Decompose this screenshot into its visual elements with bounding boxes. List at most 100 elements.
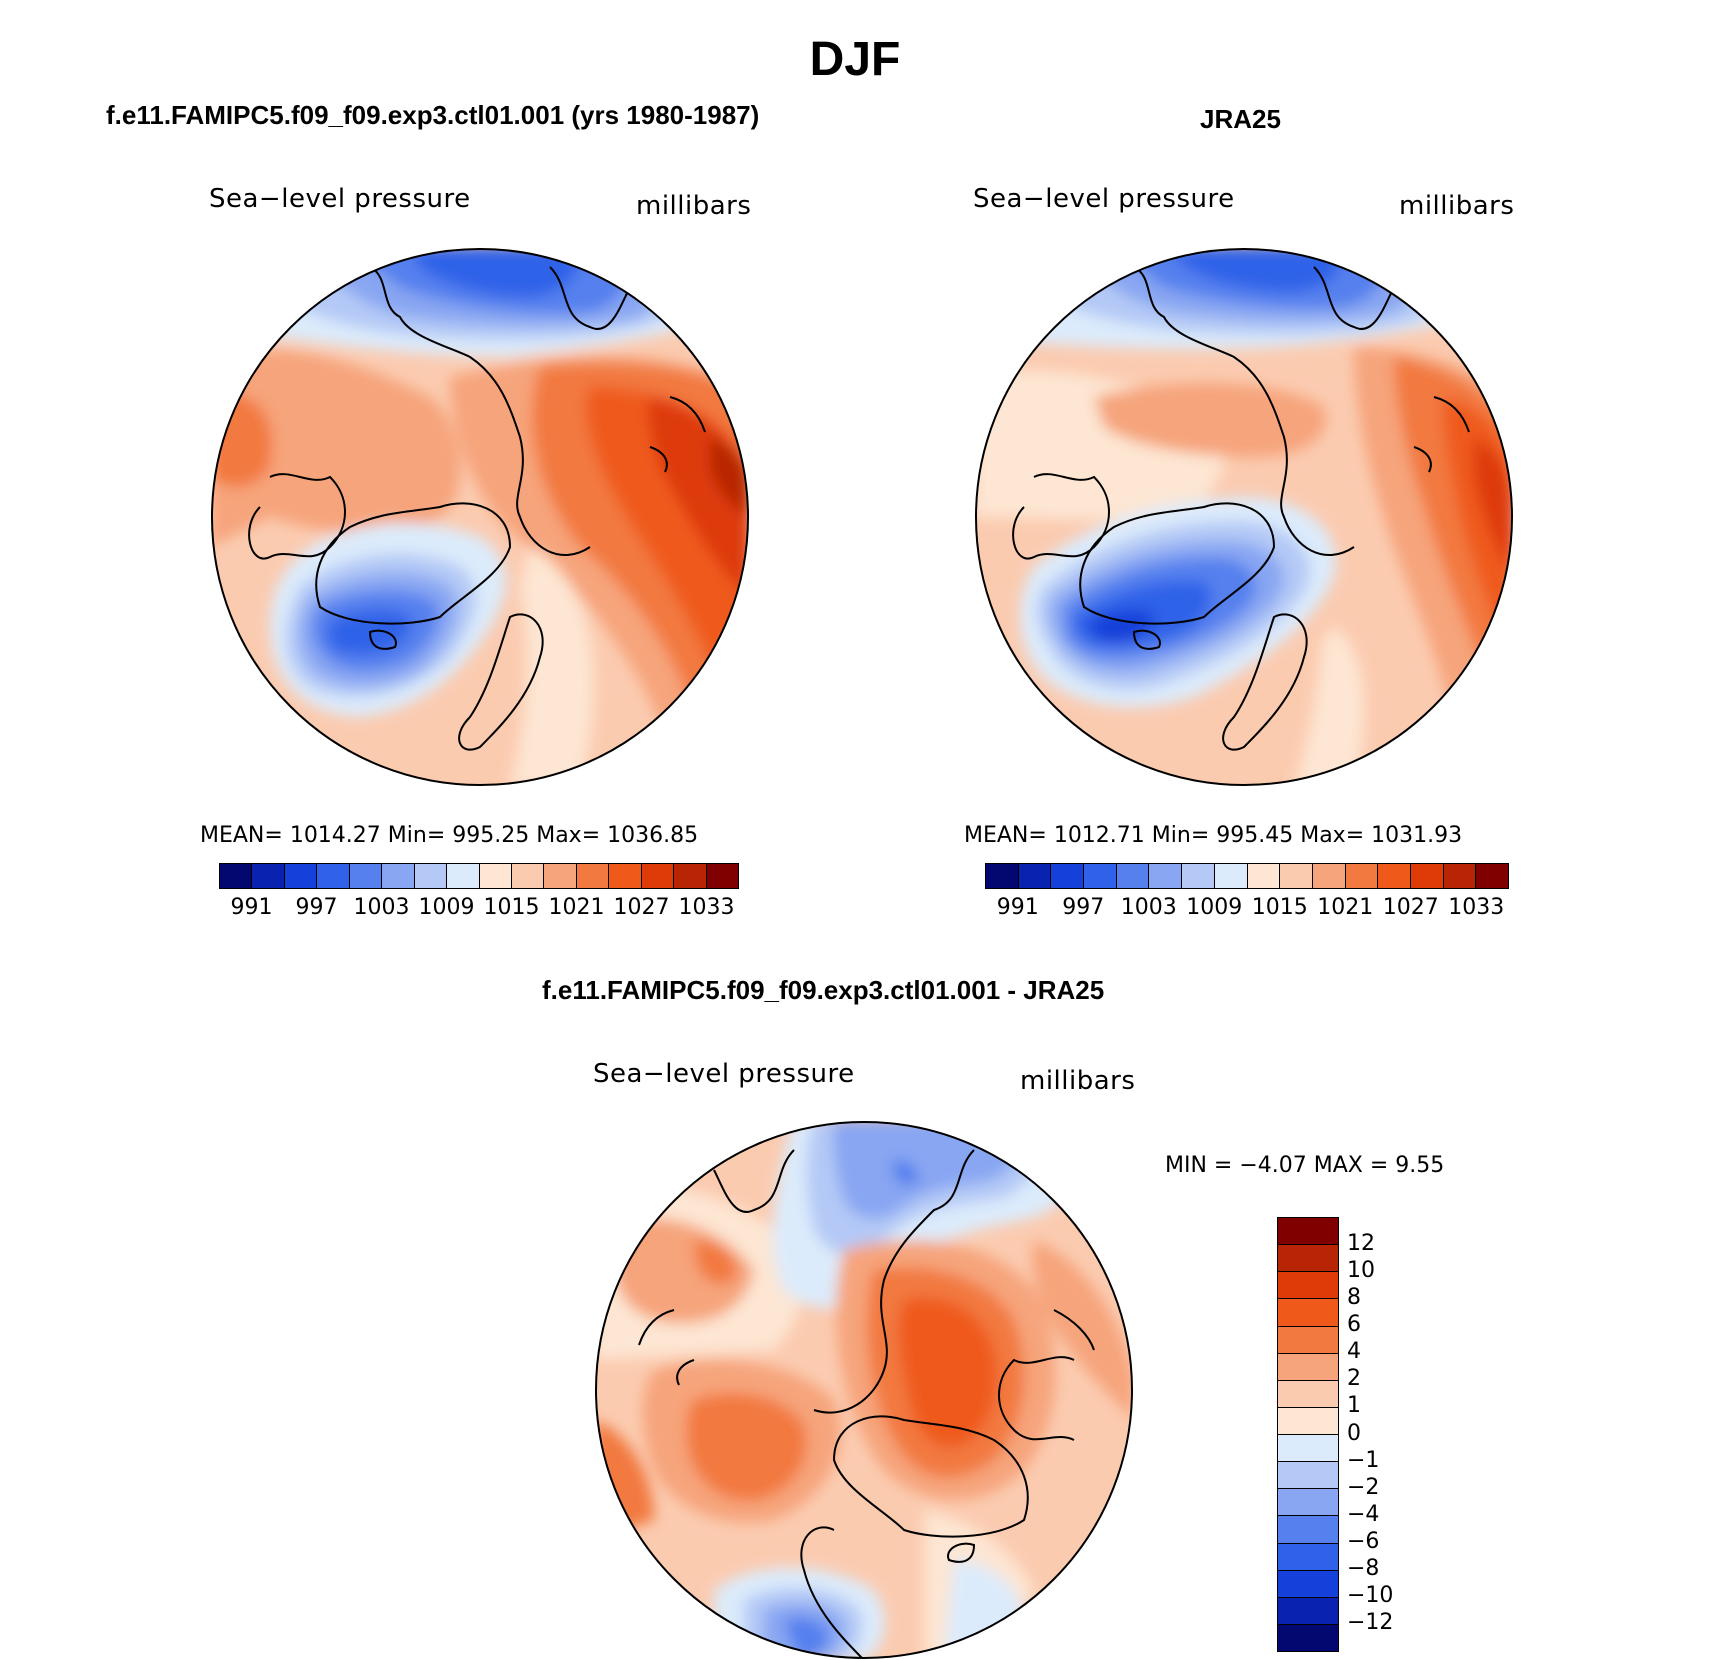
- colorbar-tick-label: 1009: [418, 895, 475, 920]
- difference-field-label: Sea−level pressure: [593, 1059, 855, 1089]
- difference-colorbar: 12 10 8 6 4 2 1 0 −1 −2 −4 −6 −8 −10 −12: [1277, 1217, 1393, 1652]
- colorbar-tick-label: 991: [230, 895, 273, 920]
- colorbar-tick-label: −8: [1347, 1555, 1380, 1581]
- colorbar-swatch: [706, 864, 738, 888]
- colorbar-tick-label: 1027: [1382, 895, 1439, 920]
- season-title: DJF: [809, 33, 901, 86]
- colorbar-swatch: [1278, 1435, 1338, 1463]
- colorbar-swatch: [479, 864, 512, 888]
- colorbar-tick-label: 997: [295, 895, 338, 920]
- colorbar-tick-label: 1021: [1317, 895, 1374, 920]
- colorbar-swatch: [1116, 864, 1150, 888]
- colorbar-swatch: [1278, 1353, 1338, 1381]
- colorbar-tick-label: 1009: [1186, 895, 1243, 920]
- colorbar-tick-label: 10: [1347, 1258, 1375, 1284]
- model-colorbar-swatches: [219, 863, 739, 889]
- colorbar-tick-label: −6: [1347, 1528, 1380, 1554]
- colorbar-swatch: [1443, 864, 1477, 888]
- colorbar-swatch: [1476, 864, 1508, 888]
- colorbar-tick-label: 997: [1062, 895, 1105, 920]
- colorbar-tick-label: 1015: [1251, 895, 1308, 920]
- colorbar-tick-label: 8: [1347, 1285, 1361, 1311]
- colorbar-swatch: [1018, 864, 1052, 888]
- colorbar-swatch: [674, 864, 707, 888]
- model-colorbar-ticks: 991 997 1003 1009 1015 1021 1027 1033: [219, 895, 739, 921]
- colorbar-swatch: [1051, 864, 1085, 888]
- colorbar-swatch: [1345, 864, 1379, 888]
- colorbar-swatch: [1280, 864, 1313, 888]
- difference-units-label: millibars: [1020, 1066, 1136, 1096]
- colorbar-swatch: [1410, 864, 1444, 888]
- difference-polar-map: [595, 1121, 1133, 1659]
- colorbar-swatch: [1278, 1543, 1338, 1571]
- colorbar-tick-label: 4: [1347, 1339, 1361, 1365]
- colorbar-swatch: [284, 864, 318, 888]
- colorbar-swatch: [1278, 1380, 1338, 1408]
- colorbar-tick-label: −2: [1347, 1474, 1380, 1500]
- colorbar-swatch: [1278, 1326, 1338, 1354]
- model-colorbar: 991 997 1003 1009 1015 1021 1027 1033: [219, 863, 739, 921]
- colorbar-swatch: [447, 864, 480, 888]
- colorbar-tick-label: 2: [1347, 1366, 1361, 1392]
- colorbar-swatch: [1278, 1407, 1338, 1435]
- colorbar-swatch: [1084, 864, 1117, 888]
- obs-stats: MEAN= 1012.71 Min= 995.45 Max= 1031.93: [964, 823, 1463, 848]
- colorbar-swatch: [641, 864, 675, 888]
- colorbar-tick-label: −12: [1347, 1609, 1394, 1635]
- colorbar-tick-label: 1021: [548, 895, 605, 920]
- colorbar-swatch: [544, 864, 577, 888]
- colorbar-swatch: [986, 864, 1019, 888]
- colorbar-tick-label: 1015: [483, 895, 540, 920]
- colorbar-swatch: [576, 864, 610, 888]
- colorbar-swatch: [1278, 1245, 1338, 1273]
- colorbar-tick-label: −1: [1347, 1447, 1380, 1473]
- colorbar-tick-label: 1: [1347, 1393, 1361, 1419]
- colorbar-tick-label: −4: [1347, 1501, 1380, 1527]
- colorbar-tick-label: 12: [1347, 1231, 1375, 1257]
- obs-polar-map: [975, 248, 1513, 786]
- colorbar-swatch: [1214, 864, 1248, 888]
- colorbar-tick-label: 6: [1347, 1312, 1361, 1338]
- colorbar-swatch: [1312, 864, 1346, 888]
- model-panel-title: f.e11.FAMIPC5.f09_f09.exp3.ctl01.001 (yr…: [106, 100, 760, 130]
- colorbar-swatch: [1278, 1299, 1338, 1327]
- colorbar-tick-label: 1033: [678, 895, 735, 920]
- colorbar-swatch: [382, 864, 415, 888]
- obs-units-label: millibars: [1399, 191, 1515, 221]
- colorbar-swatch: [317, 864, 350, 888]
- obs-panel-title: JRA25: [1200, 104, 1281, 134]
- model-field-label: Sea−level pressure: [209, 184, 471, 214]
- colorbar-swatch: [1278, 1218, 1338, 1246]
- difference-colorbar-swatches: [1277, 1217, 1339, 1652]
- colorbar-swatch: [252, 864, 285, 888]
- colorbar-swatch: [1278, 1570, 1338, 1598]
- colorbar-tick-label: 1003: [1120, 895, 1177, 920]
- model-stats: MEAN= 1014.27 Min= 995.25 Max= 1036.85: [200, 823, 699, 848]
- colorbar-swatch: [1247, 864, 1281, 888]
- colorbar-swatch: [1278, 1272, 1338, 1300]
- colorbar-tick-label: 991: [996, 895, 1039, 920]
- colorbar-swatch: [414, 864, 448, 888]
- colorbar-swatch: [1278, 1489, 1338, 1517]
- colorbar-swatch: [1149, 864, 1183, 888]
- obs-colorbar-swatches: [985, 863, 1509, 889]
- obs-colorbar-ticks: 991 997 1003 1009 1015 1021 1027 1033: [985, 895, 1509, 921]
- colorbar-swatch: [609, 864, 642, 888]
- colorbar-tick-label: 0: [1347, 1420, 1361, 1446]
- colorbar-tick-label: −10: [1347, 1582, 1394, 1608]
- difference-panel-title: f.e11.FAMIPC5.f09_f09.exp3.ctl01.001 - J…: [542, 975, 1105, 1005]
- colorbar-swatch: [1182, 864, 1215, 888]
- colorbar-swatch: [349, 864, 383, 888]
- model-units-label: millibars: [636, 191, 752, 221]
- colorbar-tick-label: 1003: [353, 895, 410, 920]
- colorbar-tick-label: 1033: [1448, 895, 1505, 920]
- difference-minmax: MIN = −4.07 MAX = 9.55: [1165, 1153, 1445, 1178]
- colorbar-swatch: [1278, 1462, 1338, 1490]
- obs-colorbar: 991 997 1003 1009 1015 1021 1027 1033: [985, 863, 1509, 921]
- colorbar-swatch: [1378, 864, 1411, 888]
- colorbar-swatch: [1278, 1624, 1338, 1651]
- colorbar-swatch: [220, 864, 253, 888]
- colorbar-swatch: [1278, 1597, 1338, 1625]
- colorbar-swatch: [511, 864, 545, 888]
- colorbar-swatch: [1278, 1516, 1338, 1544]
